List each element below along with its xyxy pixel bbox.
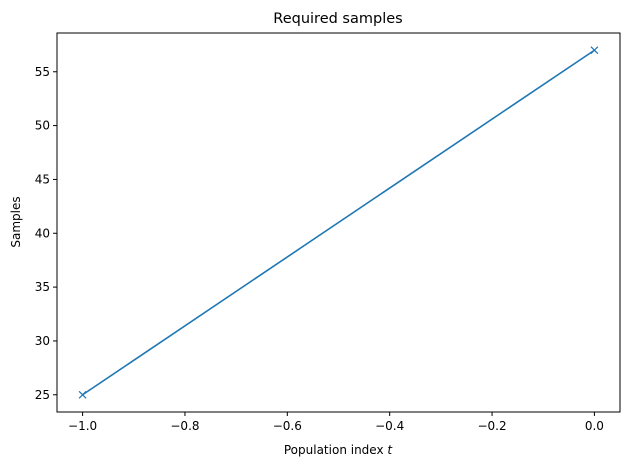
x-tick-label: −0.6 [273, 419, 302, 433]
plot-area [78, 46, 599, 399]
y-tick-label: 30 [35, 334, 50, 348]
y-axis-title: Samples [9, 196, 23, 247]
y-tick-label: 55 [35, 65, 50, 79]
y-tick-label: 25 [35, 388, 50, 402]
chart-title: Required samples [273, 11, 402, 27]
y-tick-label: 40 [35, 226, 50, 240]
x-tick-label: −0.2 [477, 419, 506, 433]
y-tick-label: 50 [35, 119, 50, 133]
data-point-marker [590, 46, 599, 55]
series-line [82, 49, 595, 396]
data-point-marker [78, 390, 87, 399]
x-tick-label: −0.8 [170, 419, 199, 433]
y-tick-label: 35 [35, 280, 50, 294]
x-axis: −1.0 −0.8 −0.6 −0.4 −0.2 0.0 [68, 412, 604, 433]
plot-frame [56, 32, 621, 413]
x-tick-label: −0.4 [375, 419, 404, 433]
y-tick-label: 45 [35, 172, 50, 186]
y-axis: 25 30 35 40 45 50 55 [35, 65, 57, 402]
x-tick-label: −1.0 [68, 419, 97, 433]
x-tick-label: 0.0 [585, 419, 604, 433]
x-axis-title: Population index t [284, 443, 394, 457]
